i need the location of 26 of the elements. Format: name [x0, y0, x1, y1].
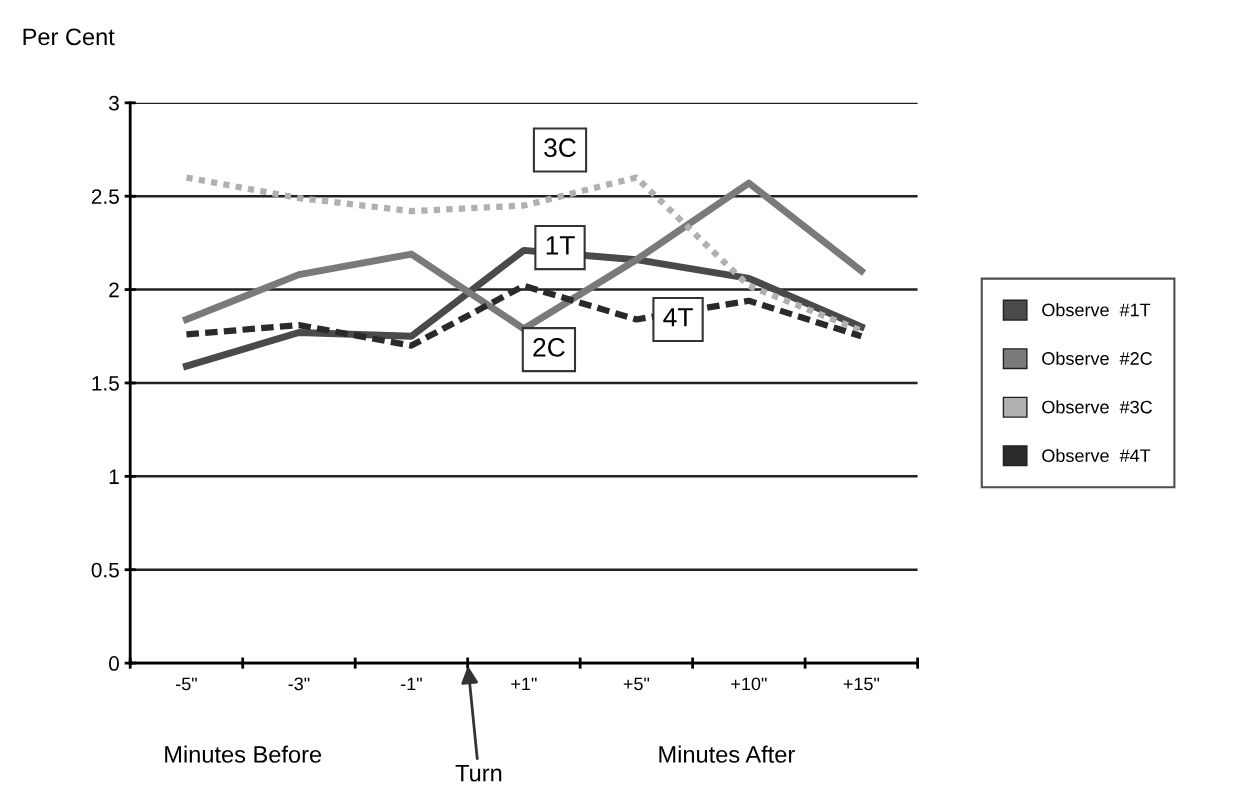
annotation: 1T [546, 236, 575, 255]
x-tick-label: +1" [511, 677, 537, 691]
x-tick-label: -5" [176, 677, 197, 691]
y-axis-title: Per Cent [23, 28, 115, 46]
legend-label: Observe #4T [1042, 448, 1151, 463]
x-tick-label: +10" [731, 677, 767, 691]
x-tick-label: +15" [843, 677, 880, 691]
legend-label: Observe #1T [1042, 303, 1151, 317]
y-tick-label: 0.5 [91, 562, 119, 578]
y-tick-label: 1.5 [92, 376, 119, 391]
annotation: 4T [663, 308, 693, 327]
text: Minutes After [659, 745, 795, 763]
y-tick-label: 3 [108, 95, 119, 111]
legend-label: Observe #2C [1042, 351, 1153, 365]
y-tick-label: 2 [109, 282, 119, 298]
annotation: 3C [544, 138, 576, 158]
text: Minutes Before [165, 745, 322, 763]
legend-label: Observe #3C [1042, 400, 1153, 414]
x-tick-label: -3" [288, 677, 310, 691]
y-tick-label: 2.5 [91, 189, 119, 204]
x-tick-label: +5" [623, 677, 650, 691]
annotation: 2C [533, 338, 565, 357]
y-tick-label: 0 [109, 656, 119, 671]
text: Turn [455, 765, 502, 782]
y-tick-label: 1 [109, 469, 119, 484]
x-tick-label: -1" [400, 677, 422, 691]
